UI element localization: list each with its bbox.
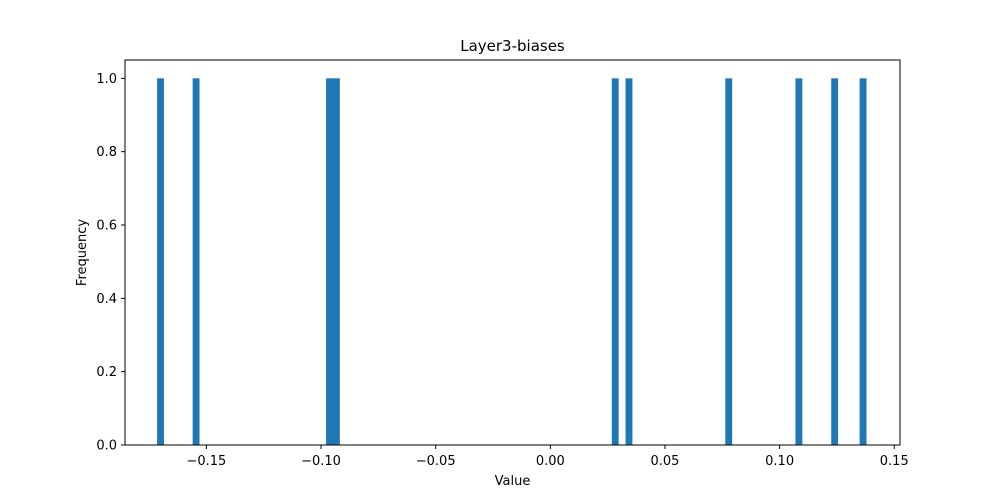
x-tick-label: 0.10 [765, 454, 794, 469]
x-tick-label: 0.15 [880, 454, 909, 469]
histogram-bar [192, 78, 200, 445]
bars-group [157, 78, 867, 445]
y-tick-label: 0.4 [96, 292, 117, 307]
y-tick-label: 1.0 [96, 72, 117, 87]
y-tick-label: 0.2 [96, 365, 117, 380]
x-tick-label: −0.05 [416, 454, 456, 469]
y-tick-label: 0.0 [96, 439, 117, 454]
histogram-bar [625, 78, 633, 445]
histogram-bar [859, 78, 867, 445]
y-tick-label: 0.8 [96, 145, 117, 160]
y-axis-label: Frequency [75, 219, 90, 286]
y-tick-label: 0.6 [96, 219, 117, 234]
y-axis: 0.0 0.2 0.4 0.6 0.8 1.0 [96, 72, 125, 454]
x-tick-label: −0.15 [186, 454, 226, 469]
chart-title: Layer3-biases [460, 37, 565, 55]
x-axis-label: Value [495, 474, 531, 489]
histogram-bar [831, 78, 839, 445]
histogram-bar [795, 78, 803, 445]
histogram-bar [332, 78, 340, 445]
histogram-bar [157, 78, 164, 445]
x-axis: −0.15 −0.10 −0.05 0.00 0.05 0.10 0.15 [186, 445, 909, 469]
histogram-bar [611, 78, 619, 445]
x-tick-label: 0.05 [651, 454, 680, 469]
plot-frame [124, 59, 901, 446]
x-tick-label: 0.00 [536, 454, 565, 469]
x-tick-label: −0.10 [301, 454, 341, 469]
histogram-bar [326, 78, 333, 445]
histogram-bar [725, 78, 733, 445]
